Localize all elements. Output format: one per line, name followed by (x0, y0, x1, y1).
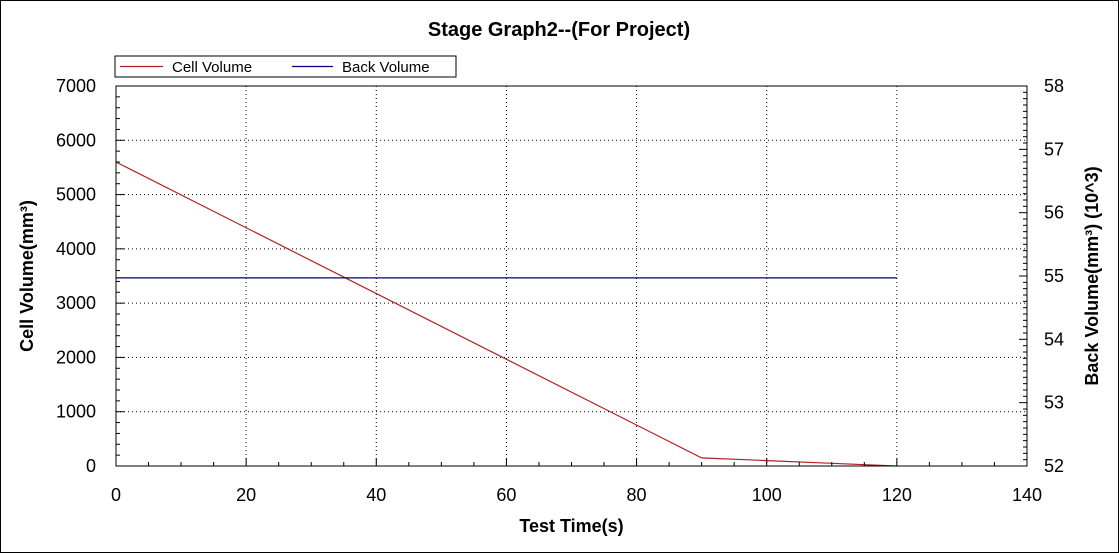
y2-tick-label: 58 (1044, 76, 1064, 96)
y2-tick-label: 52 (1044, 456, 1064, 476)
y-tick-label: 7000 (56, 76, 96, 96)
y2-tick-label: 55 (1044, 266, 1064, 286)
y2-tick-label: 56 (1044, 203, 1064, 223)
y-tick-label: 6000 (56, 130, 96, 150)
x-axis: 0 20 40 60 80 100 120 140 (111, 458, 1042, 505)
y-tick-label: 5000 (56, 185, 96, 205)
grid-lines (116, 86, 1027, 466)
y-axis-right-title: Back Volume(mm³) (10^3) (1082, 166, 1102, 385)
y2-tick-label: 54 (1044, 329, 1064, 349)
x-tick-label: 120 (882, 485, 912, 505)
x-tick-label: 140 (1012, 485, 1042, 505)
y-tick-label: 2000 (56, 347, 96, 367)
legend-label-1: Cell Volume (172, 59, 252, 76)
x-tick-label: 80 (627, 485, 647, 505)
y-tick-label: 1000 (56, 402, 96, 422)
x-tick-label: 60 (496, 485, 516, 505)
y-tick-label: 4000 (56, 239, 96, 259)
x-axis-title: Test Time(s) (519, 516, 623, 536)
y-axis-left: 0 1000 2000 3000 4000 5000 6000 7000 (56, 76, 124, 476)
y-tick-label: 3000 (56, 293, 96, 313)
y-axis-left-title: Cell Volume(mm³) (17, 200, 37, 352)
y-axis-right: 52 53 54 55 56 57 58 (1019, 76, 1064, 476)
legend-box (114, 55, 457, 78)
x-tick-label: 40 (366, 485, 386, 505)
x-tick-label: 20 (236, 485, 256, 505)
legend: Cell Volume Back Volume (114, 55, 457, 78)
x-tick-label: 100 (752, 485, 782, 505)
x-tick-label: 0 (111, 485, 121, 505)
legend-label-2: Back Volume (342, 59, 430, 76)
y2-tick-label: 57 (1044, 139, 1064, 159)
chart-title: Stage Graph2--(For Project) (428, 19, 690, 41)
y2-tick-label: 53 (1044, 393, 1064, 413)
y-tick-label: 0 (86, 456, 96, 476)
